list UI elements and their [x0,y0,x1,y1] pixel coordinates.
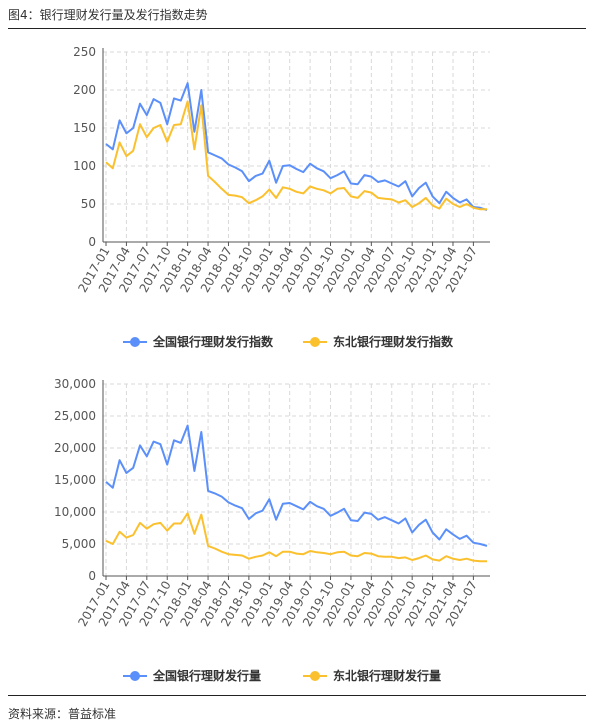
legend-label: 东北银行理财发行指数 [333,334,454,349]
legend-item-northeast[interactable]: 东北银行理财发行量 [303,668,441,683]
bottom-rule [8,695,586,696]
y-tick-label: 0 [88,235,96,249]
y-tick-label: 15,000 [54,473,96,487]
series-line-northeast [105,100,487,211]
legend-label: 东北银行理财发行量 [333,668,441,683]
figure-title: 图4：银行理财发行量及发行指数走势 [8,8,208,22]
y-tick-label: 5,000 [62,537,96,551]
top-rule [8,28,586,29]
issuance-index-chart: 0501001502002502017-012017-042017-072017… [73,45,490,349]
series-line-northeast [105,512,487,563]
y-tick-label: 30,000 [54,377,96,391]
y-tick-label: 10,000 [54,505,96,519]
y-tick-label: 25,000 [54,409,96,423]
y-tick-label: 100 [73,159,96,173]
y-tick-label: 0 [88,569,96,583]
legend-dot-marker [130,337,140,347]
legend-label: 全国银行理财发行量 [152,668,261,683]
y-tick-label: 150 [73,121,96,135]
series-line-national [105,424,488,547]
y-tick-label: 200 [73,83,96,97]
legend-dot-marker [130,671,140,681]
y-tick-label: 50 [81,197,96,211]
legend-item-national[interactable]: 全国银行理财发行量 [123,668,261,683]
legend-label: 全国银行理财发行指数 [152,334,274,349]
series-line-national [105,82,488,212]
legend-item-northeast[interactable]: 东北银行理财发行指数 [303,334,454,349]
legend-dot-marker [310,671,320,681]
source-note: 资料来源：普益标准 [8,707,117,721]
issuance-volume-chart: 05,00010,00015,00020,00025,00030,0002017… [54,377,490,683]
legend-item-national[interactable]: 全国银行理财发行指数 [123,334,274,349]
y-tick-label: 250 [73,45,96,59]
y-tick-label: 20,000 [54,441,96,455]
legend-dot-marker [310,337,320,347]
